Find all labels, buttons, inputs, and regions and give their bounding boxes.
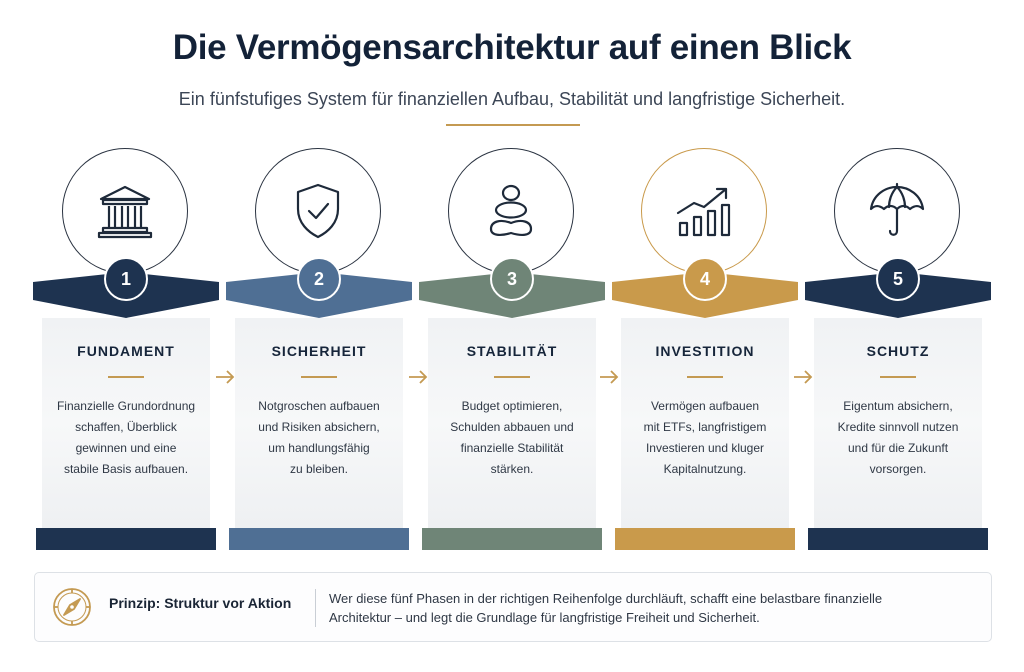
compass-icon xyxy=(53,588,91,626)
growth-chart-icon xyxy=(676,187,731,237)
step-base xyxy=(808,528,988,550)
step-base xyxy=(36,528,216,550)
arrow-right-icon xyxy=(216,370,235,384)
divider xyxy=(315,589,316,627)
arrow-right-icon xyxy=(794,370,813,384)
step-card xyxy=(428,318,596,528)
step-card xyxy=(235,318,403,528)
step-divider xyxy=(108,376,144,378)
step-icon-circle xyxy=(448,148,574,274)
step-divider xyxy=(301,376,337,378)
step-title: STABILITÄT xyxy=(466,343,558,359)
step-title: INVESTITION xyxy=(655,343,755,359)
page-subtitle: Ein fünfstufiges System für finanziellen… xyxy=(178,89,846,109)
step-card xyxy=(814,318,982,528)
step-number: 5 xyxy=(876,257,920,301)
step-schutz: 5 SCHUTZ Eigentum absichern, Kredite sin… xyxy=(805,140,991,552)
step-icon-circle xyxy=(62,148,188,274)
arrow-right-icon xyxy=(600,370,619,384)
step-number: 2 xyxy=(297,257,341,301)
step-number: 1 xyxy=(104,257,148,301)
umbrella-icon xyxy=(869,182,925,236)
principle-title: Prinzip: Struktur vor Aktion xyxy=(109,595,292,611)
step-base xyxy=(422,528,602,550)
arrow-right-icon xyxy=(409,370,428,384)
step-description: Eigentum absichern, Kredite sinnvoll nut… xyxy=(837,399,959,476)
bank-icon xyxy=(97,185,153,239)
step-base xyxy=(229,528,409,550)
balance-stones-icon xyxy=(489,184,533,236)
step-icon-circle xyxy=(834,148,960,274)
step-description: Vermögen aufbauen mit ETFs, langfristige… xyxy=(643,399,767,476)
step-title: SICHERHEIT xyxy=(271,343,367,359)
step-icon-circle xyxy=(255,148,381,274)
principle-box: Prinzip: Struktur vor Aktion Wer diese f… xyxy=(34,572,992,642)
step-stabilitaet: 3 STABILITÄT Budget optimieren, Schulden… xyxy=(419,140,605,552)
step-base xyxy=(615,528,795,550)
shield-check-icon xyxy=(296,183,340,239)
step-description: Budget optimieren, Schulden abbauen und … xyxy=(450,399,574,476)
step-title: FUNDAMENT xyxy=(77,343,175,359)
step-divider xyxy=(687,376,723,378)
step-description: Notgroschen aufbauen und Risiken absiche… xyxy=(258,399,380,476)
page-title: Die Vermögensarchitektur auf einen Blick xyxy=(172,28,852,67)
title-divider xyxy=(446,124,580,126)
step-card xyxy=(621,318,789,528)
step-divider xyxy=(494,376,530,378)
step-fundament: 1 FUNDAMENT Finanzielle Grundordnung sch… xyxy=(33,140,219,552)
step-description: Finanzielle Grundordnung schaffen, Überb… xyxy=(56,399,196,476)
step-number: 3 xyxy=(490,257,534,301)
step-title: SCHUTZ xyxy=(866,343,930,359)
step-divider xyxy=(880,376,916,378)
step-sicherheit: 2 SICHERHEIT Notgroschen aufbauen und Ri… xyxy=(226,140,412,552)
step-number: 4 xyxy=(683,257,727,301)
principle-text: Wer diese fünf Phasen in der richtigen R… xyxy=(329,591,883,625)
step-card xyxy=(42,318,210,528)
step-investition: 4 INVESTITION Vermögen aufbauen mit ETFs… xyxy=(612,140,798,552)
step-icon-circle xyxy=(641,148,767,274)
